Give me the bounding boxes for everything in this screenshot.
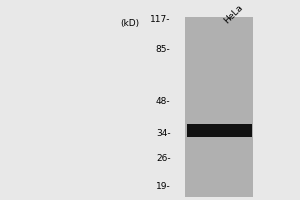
Text: 26-: 26- (156, 154, 171, 163)
Bar (187, 124, 252, 137)
Text: 48-: 48- (156, 97, 171, 106)
Text: 117-: 117- (150, 15, 171, 24)
Text: 85-: 85- (156, 45, 171, 54)
Bar (185, 17, 253, 197)
Text: 34-: 34- (156, 129, 171, 138)
Text: HeLa: HeLa (222, 3, 245, 26)
Text: 19-: 19- (156, 182, 171, 191)
Text: (kD): (kD) (121, 19, 140, 28)
